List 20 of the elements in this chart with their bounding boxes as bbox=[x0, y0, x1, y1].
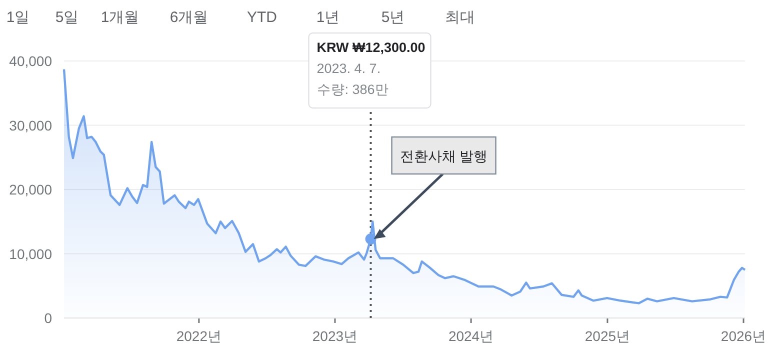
text: 최대 bbox=[445, 9, 475, 26]
y-tick-label: 10,000 bbox=[9, 246, 52, 262]
text: 5년 bbox=[381, 9, 405, 26]
text: 1년 bbox=[316, 9, 340, 26]
text: 5일 bbox=[55, 9, 79, 26]
x-tick-label: 2022년 bbox=[176, 328, 222, 344]
annotation: KRW ₩12,300.00 2023. 4. 7. 수량: 386만 bbox=[316, 40, 426, 97]
y-tick-label: 0 bbox=[44, 310, 52, 326]
x-tick-label: 2026년 bbox=[720, 328, 766, 344]
y-tick-label: 20,000 bbox=[9, 182, 52, 198]
y-tick-label: 40,000 bbox=[9, 53, 52, 69]
text: 6개월 bbox=[170, 9, 208, 26]
y-tick-label: 30,000 bbox=[9, 117, 52, 134]
text: YTD bbox=[247, 9, 278, 26]
x-tick-label: 2025년 bbox=[584, 328, 630, 344]
text: 1일 bbox=[6, 9, 30, 26]
text: 1개월 bbox=[100, 9, 140, 26]
x-tick-label: 2023년 bbox=[312, 328, 358, 344]
annotation: 전환사채 발행 bbox=[400, 148, 488, 164]
x-tick-label: 2024년 bbox=[448, 328, 494, 344]
